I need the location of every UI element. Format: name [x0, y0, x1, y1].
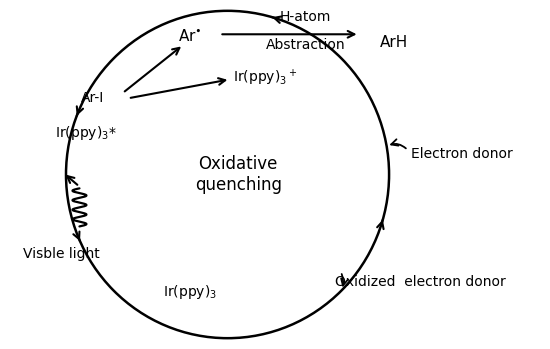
Text: Oxidative
quenching: Oxidative quenching: [195, 155, 282, 194]
Text: Ir(ppy)$_3$: Ir(ppy)$_3$: [163, 283, 217, 301]
Text: Ar$^{\bullet}$: Ar$^{\bullet}$: [178, 28, 202, 44]
Text: ArH: ArH: [381, 36, 409, 51]
Text: Oxidized  electron donor: Oxidized electron donor: [336, 275, 506, 289]
Text: Ir(ppy)$_3$$^+$: Ir(ppy)$_3$$^+$: [233, 67, 297, 88]
Text: H-atom: H-atom: [280, 10, 331, 24]
Text: Ar-I: Ar-I: [81, 91, 104, 105]
Text: Visble light: Visble light: [23, 247, 100, 261]
Text: Electron donor: Electron donor: [411, 147, 513, 161]
Text: Abstraction: Abstraction: [266, 38, 345, 52]
Text: Ir(ppy)$_3$*: Ir(ppy)$_3$*: [55, 124, 117, 142]
